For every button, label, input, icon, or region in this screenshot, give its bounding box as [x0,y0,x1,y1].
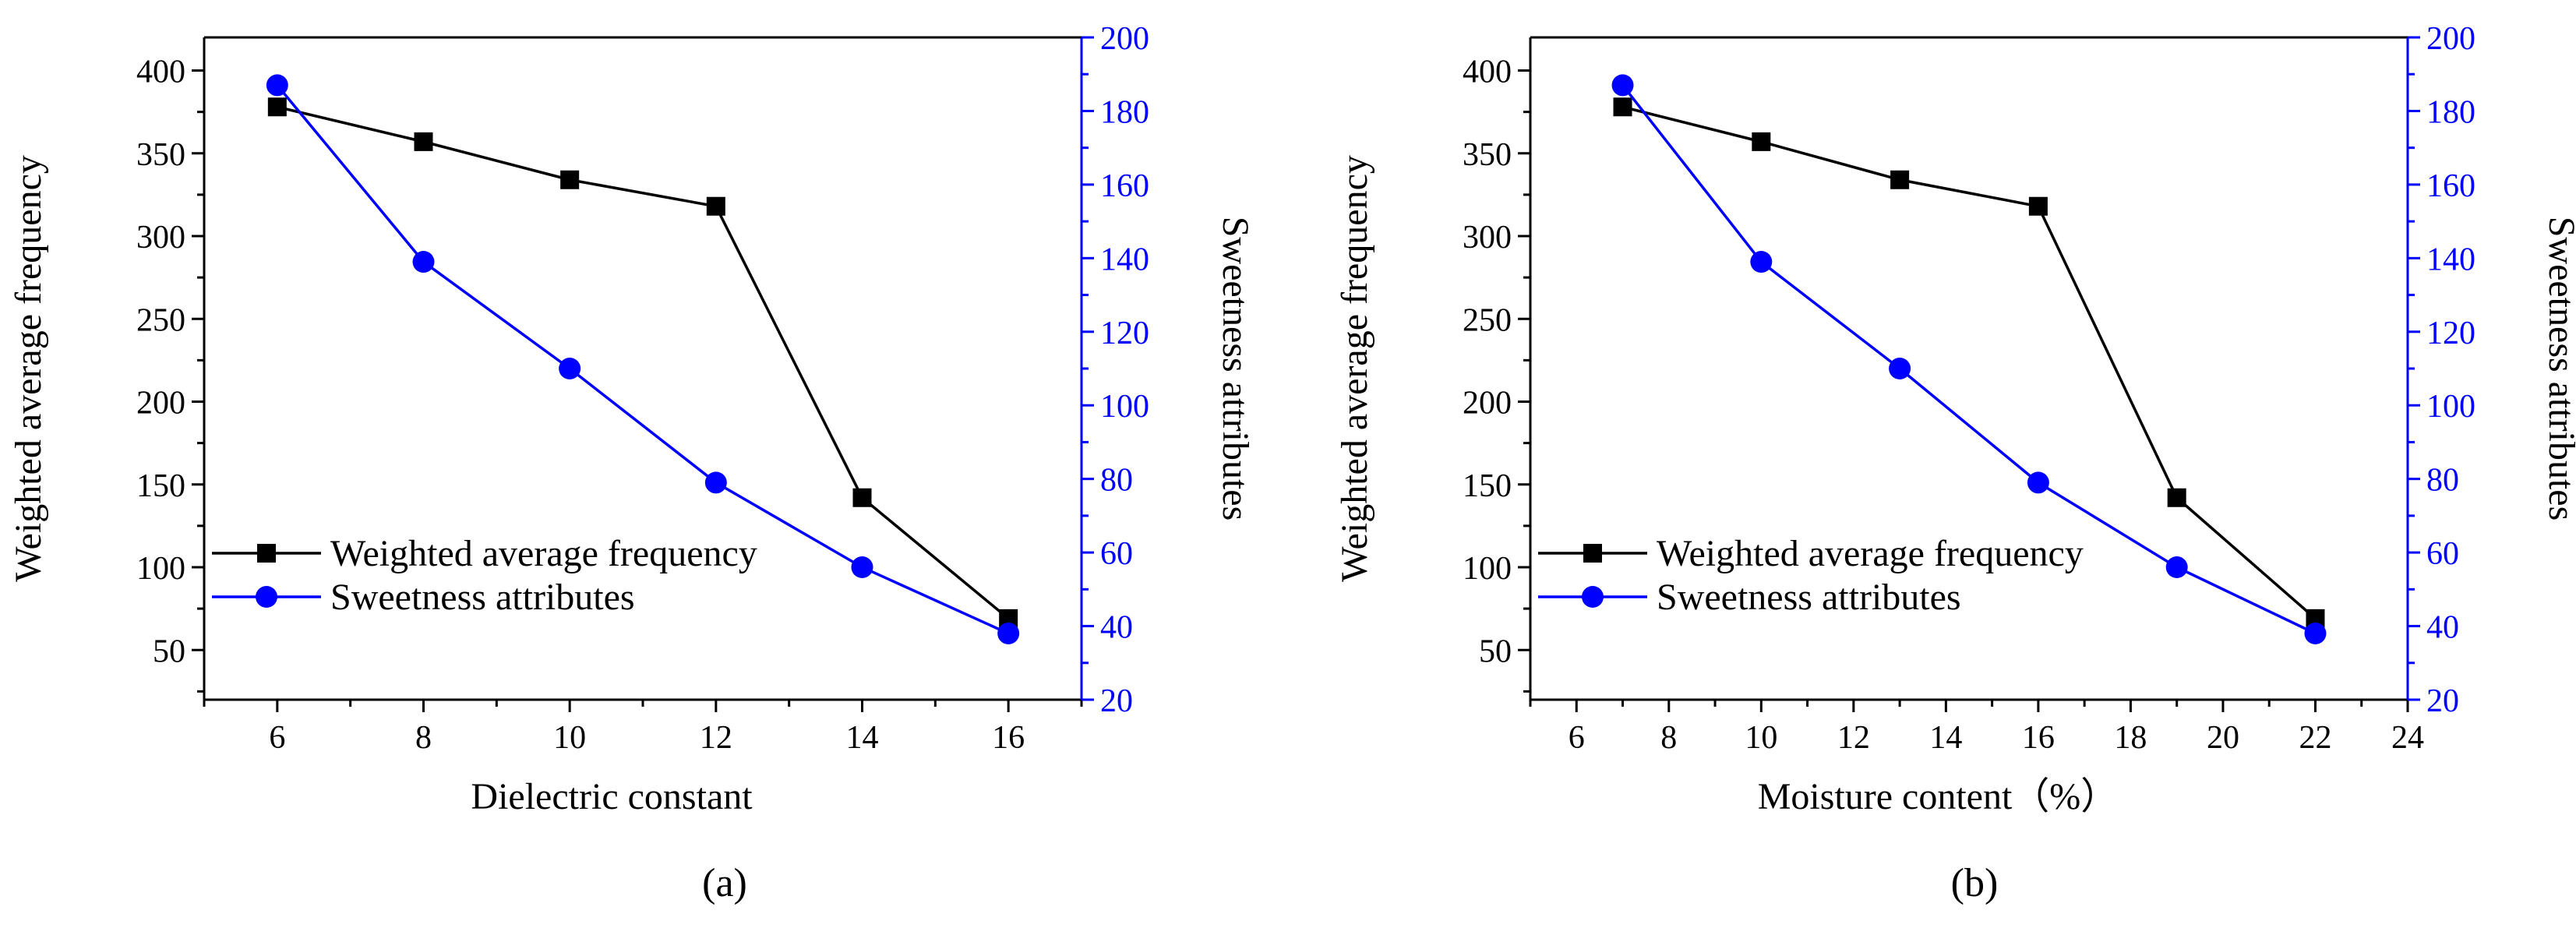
x-axis-title: Dielectric constant [471,776,753,817]
data-point-circle [2165,556,2188,578]
y-right-axis-title: Sweetness attributes [2541,217,2576,521]
y-right-tick-label: 140 [2426,242,2475,277]
data-point-square [2167,488,2186,507]
data-point-square [414,132,433,151]
data-point-square [1752,132,1771,151]
legend-marker-square [257,544,276,563]
y-left-tick-label: 150 [1463,468,1512,504]
x-tick-label: 18 [2114,720,2147,756]
y-right-axis-title: Sweetness attributes [1215,217,1256,521]
y-left-tick-label: 100 [1463,551,1512,587]
data-point-square [267,97,287,117]
y-right-tick-label: 200 [1100,21,1149,57]
x-tick-label: 16 [2022,720,2055,756]
data-point-circle [704,471,727,494]
data-point-circle [1889,358,1911,379]
x-tick-label: 10 [553,720,586,756]
y-left-tick-label: 50 [1479,633,1512,669]
y-right-tick-label: 120 [2426,316,2475,351]
y-right-tick-label: 100 [2426,389,2475,425]
data-point-circle [1611,74,1634,97]
y-right-tick-label: 80 [2426,463,2459,499]
x-tick-label: 6 [269,720,285,756]
data-point-square [852,488,872,507]
y-left-tick-label: 50 [153,633,185,669]
y-right-tick-label: 40 [1100,610,1133,646]
chart-panel-b: 6 8 10 12 14 16 18 20 22 24 50 100 150 200 250 300 350 40… [1334,21,2576,905]
data-point-circle [1750,251,1773,273]
series-line-weighted-frequency [277,105,1010,620]
panel-caption: (a) [702,861,747,905]
y-left-tick-label: 200 [1463,386,1512,422]
data-point-circle [559,358,581,379]
x-tick-label: 6 [1569,720,1585,756]
y-right-tick-label: 140 [1100,242,1149,277]
y-left-tick-label: 200 [136,386,185,422]
y-right-tick-label: 100 [1100,389,1149,425]
legend-marker-square [1583,544,1602,563]
legend-label: Sweetness attributes [1657,577,1961,618]
x-tick-label: 20 [2207,720,2239,756]
y-left-tick-label: 400 [136,55,185,90]
y-left-tick-label: 300 [136,220,185,256]
y-left-axis-title: Weighted average frequency [1334,155,1375,582]
y-left-tick-label: 350 [1463,137,1512,173]
y-right-tick-label: 40 [2426,610,2459,646]
y-left-tick-label: 100 [136,551,185,587]
x-tick-label: 8 [415,720,432,756]
data-point-circle [412,251,435,273]
y-right-tick-label: 80 [1100,463,1133,499]
series-line-weighted-frequency [1622,105,2317,620]
data-point-circle [2304,623,2327,644]
x-tick-label: 14 [846,720,879,756]
y-left-axis-title: Weighted average frequency [8,155,49,582]
data-point-square [2028,196,2048,216]
legend-label: Weighted average frequency [1657,533,2084,574]
series-line-sweetness [276,84,1009,635]
y-left-tick-label: 150 [136,468,185,504]
y-right-tick-label: 180 [1100,94,1149,130]
x-tick-label: 12 [1837,720,1870,756]
legend-marker-circle [256,586,277,608]
panel-caption: (b) [1951,861,1999,905]
data-point-circle [266,74,288,97]
y-left-tick-label: 350 [136,137,185,173]
data-point-circle [851,556,873,578]
y-left-tick-label: 250 [1463,302,1512,338]
y-right-tick-label: 60 [2426,536,2459,572]
legend-label: Weighted average frequency [330,533,757,574]
y-right-tick-label: 200 [2426,21,2475,57]
y-right-tick-label: 180 [2426,94,2475,130]
x-tick-label: 12 [700,720,732,756]
x-tick-label: 24 [2391,720,2424,756]
y-left-tick-label: 250 [136,302,185,338]
legend-label: Sweetness attributes [330,577,635,618]
y-right-tick-label: 160 [1100,168,1149,204]
y-right-tick-label: 20 [1100,683,1133,719]
x-tick-label: 22 [2299,720,2331,756]
data-point-circle [997,623,1020,644]
x-tick-label: 8 [1660,720,1677,756]
x-tick-label: 10 [1745,720,1777,756]
series-line-sweetness [1621,84,2317,635]
data-point-square [1890,170,1910,189]
legend-marker-circle [1582,586,1604,608]
y-right-tick-label: 60 [1100,536,1133,572]
data-point-square [1613,97,1632,117]
chart-panel-a: 6 8 10 12 14 16 50 100 150 200 250 300 350 400 20 40 60 8… [8,21,1256,905]
x-tick-label: 16 [992,720,1025,756]
y-right-tick-label: 160 [2426,168,2475,204]
data-point-circle [2027,471,2049,494]
x-axis-title: Moisture content（%） [1758,776,2119,817]
y-left-tick-label: 400 [1463,55,1512,90]
data-point-square [706,196,725,216]
y-right-tick-label: 20 [2426,683,2459,719]
data-point-square [560,170,580,189]
x-tick-label: 14 [1929,720,1962,756]
y-right-tick-label: 120 [1100,316,1149,351]
y-left-tick-label: 300 [1463,220,1512,256]
